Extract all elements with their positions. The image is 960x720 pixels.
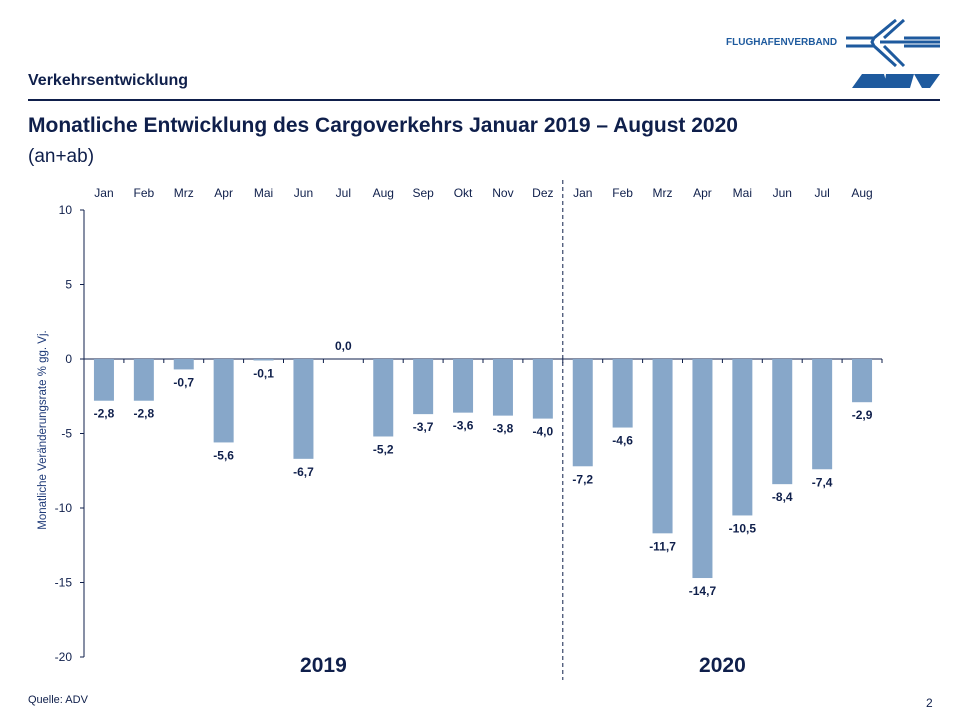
x-tick-label: Aug	[373, 186, 394, 200]
data-label: -14,7	[689, 584, 717, 598]
bar	[692, 359, 713, 579]
adv-logo-icon	[846, 18, 940, 88]
data-label: -5,2	[373, 442, 394, 456]
page-title: Monatliche Entwicklung des Cargoverkehrs…	[28, 114, 738, 137]
y-tick-label: -20	[55, 650, 73, 664]
bar	[612, 359, 633, 428]
x-tick-label: Mrz	[653, 186, 673, 200]
data-label: -0,7	[173, 375, 194, 389]
data-label: -2,9	[852, 408, 873, 422]
x-tick-label: Jul	[336, 186, 351, 200]
x-tick-label: Mai	[733, 186, 752, 200]
data-label: -0,1	[253, 366, 274, 380]
bar	[772, 359, 793, 485]
data-label: -10,5	[729, 521, 757, 535]
data-label: -2,8	[94, 407, 115, 421]
y-tick-label: 10	[59, 203, 73, 217]
x-tick-label: Feb	[612, 186, 633, 200]
bar	[373, 359, 394, 437]
data-label: -11,7	[649, 539, 676, 553]
x-tick-label: Mrz	[174, 186, 194, 200]
page-number: 2	[926, 696, 933, 710]
source-note: Quelle: ADV	[28, 694, 88, 706]
data-label: -8,4	[772, 490, 793, 504]
x-tick-label: Jun	[773, 186, 792, 200]
x-tick-label: Apr	[693, 186, 712, 200]
x-tick-label: Aug	[851, 186, 872, 200]
logo-text: FLUGHAFENVERBAND	[726, 37, 838, 48]
y-tick-label: -10	[55, 501, 73, 515]
bar	[93, 359, 114, 401]
x-tick-label: Sep	[412, 186, 434, 200]
bar	[852, 359, 873, 403]
x-tick-label: Feb	[134, 186, 155, 200]
bar	[213, 359, 234, 443]
x-tick-label: Jan	[94, 186, 113, 200]
section-heading: Verkehrsentwicklung	[28, 72, 189, 89]
y-tick-label: -15	[55, 576, 73, 590]
bar	[652, 359, 673, 534]
x-tick-label: Jun	[294, 186, 313, 200]
bar	[492, 359, 513, 416]
bar	[812, 359, 833, 470]
y-tick-label: 0	[65, 352, 72, 366]
x-tick-label: Okt	[454, 186, 473, 200]
page-subtitle: (an+ab)	[28, 146, 95, 167]
data-label: -7,2	[572, 472, 593, 486]
bar	[453, 359, 474, 413]
bar	[532, 359, 553, 419]
bar	[732, 359, 753, 516]
data-label: -3,8	[493, 422, 514, 436]
data-label: -4,0	[533, 425, 554, 439]
header-divider	[28, 99, 940, 101]
y-axis-label: Monatliche Veränderungsrate % gg. Vj.	[37, 330, 49, 530]
data-label: -7,4	[812, 475, 833, 489]
bar	[133, 359, 154, 401]
x-tick-label: Jul	[814, 186, 829, 200]
data-label: -6,7	[293, 465, 314, 479]
data-label: -3,7	[413, 420, 434, 434]
data-label: 0,0	[335, 339, 352, 353]
x-tick-label: Jan	[573, 186, 592, 200]
y-tick-label: -5	[61, 427, 72, 441]
x-tick-label: Nov	[492, 186, 513, 200]
bar	[293, 359, 314, 459]
data-label: -4,6	[612, 434, 633, 448]
year-group-label: 2019	[300, 654, 347, 677]
bar	[572, 359, 593, 467]
x-tick-label: Dez	[532, 186, 553, 200]
bar	[253, 359, 274, 361]
bar	[173, 359, 194, 370]
year-group-label: 2020	[699, 654, 746, 677]
x-tick-label: Mai	[254, 186, 273, 200]
y-tick-label: 5	[65, 278, 72, 292]
data-label: -5,6	[213, 448, 234, 462]
data-label: -2,8	[134, 407, 155, 421]
bar	[413, 359, 434, 415]
data-label: -3,6	[453, 419, 474, 433]
x-tick-label: Apr	[214, 186, 233, 200]
